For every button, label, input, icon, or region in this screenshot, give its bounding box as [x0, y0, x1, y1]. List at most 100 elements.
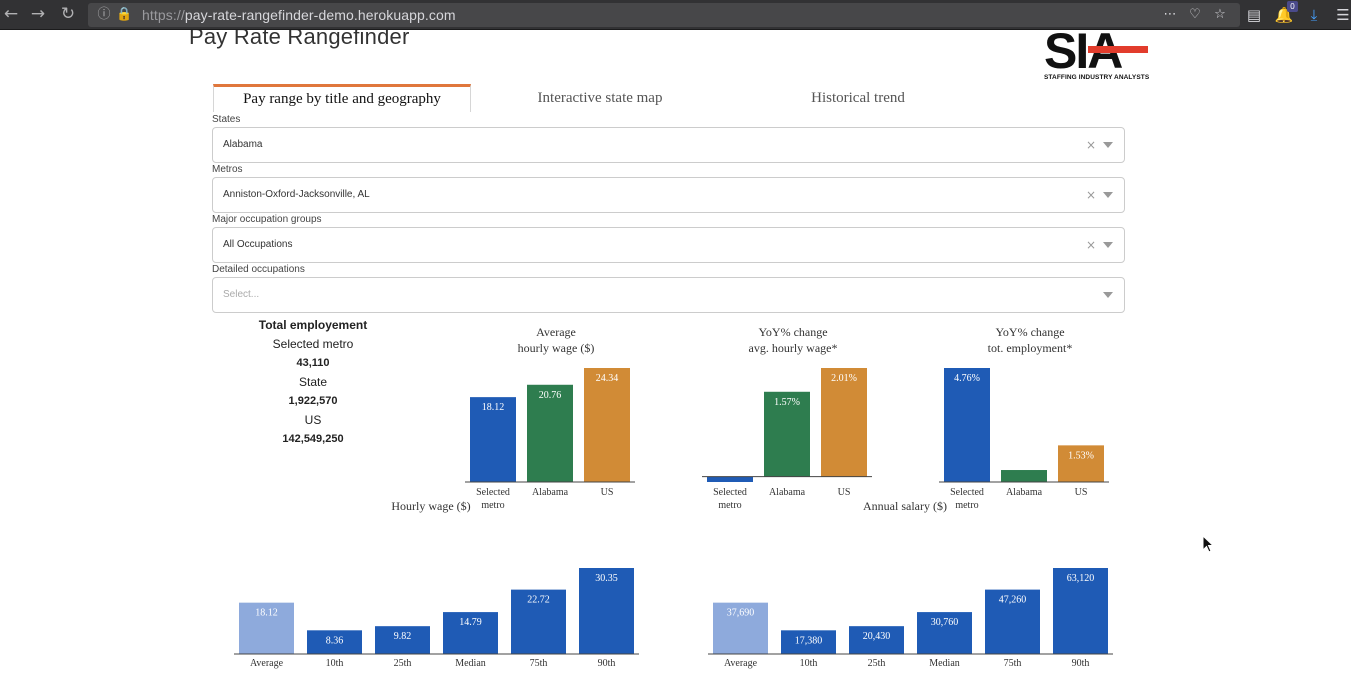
- us-value: 142,549,250: [282, 433, 344, 445]
- clear-icon[interactable]: ×: [1085, 238, 1096, 252]
- metros-select[interactable]: Anniston-Oxford-Jacksonville, AL ×: [212, 177, 1125, 213]
- annual-dist-bar: [781, 630, 836, 654]
- yoy-wage-title: YoY% change: [758, 325, 827, 339]
- hourly-dist-data-label: 8.36: [326, 635, 344, 646]
- hourly-dist-category-label: Median: [455, 658, 486, 669]
- address-bar[interactable]: ⓘ 🔒 https://pay-rate-rangefinder-demo.he…: [88, 3, 1240, 27]
- chevron-down-icon[interactable]: [1103, 192, 1113, 198]
- avg-wage-bar: [584, 368, 630, 482]
- annual-dist-bar: [917, 612, 972, 654]
- chevron-down-icon[interactable]: [1103, 142, 1113, 148]
- annual-dist-data-label: 17,380: [795, 635, 823, 646]
- yoy-emp-category-label: Alabama: [1006, 487, 1043, 498]
- back-icon[interactable]: ←: [3, 4, 19, 24]
- hourly-dist-category-label: 90th: [598, 658, 616, 669]
- states-value: Alabama: [223, 139, 263, 150]
- clear-icon[interactable]: ×: [1085, 188, 1096, 202]
- chevron-down-icon[interactable]: [1103, 292, 1113, 298]
- annual-dist-data-label: 47,260: [999, 595, 1027, 606]
- yoy-wage-category-label: US: [838, 487, 851, 498]
- avg-wage-chart: Average hourly wage ($) 18.12 Selected metro…: [440, 324, 670, 511]
- annual-dist-title: Annual salary ($): [863, 499, 947, 513]
- hourly-dist-data-label: 30.35: [595, 573, 618, 584]
- tab-state-map[interactable]: Interactive state map: [537, 90, 663, 106]
- annual-dist-data-label: 20,430: [863, 631, 891, 642]
- yoy-emp-category-label: Selected: [950, 487, 984, 498]
- forward-icon[interactable]: →: [30, 4, 46, 24]
- mouse-cursor-icon: [1202, 535, 1214, 553]
- yoy-wage-category-label: metro: [718, 500, 741, 511]
- annual-dist-bar: [985, 589, 1040, 654]
- yoy-wage-data-label: 1.57%: [774, 397, 800, 408]
- annual-dist-chart: Annual salary ($) 37,690 Average 17,380 10th…: [704, 496, 1124, 681]
- annual-dist-data-label: 37,690: [727, 608, 755, 619]
- hourly-dist-chart: Hourly wage ($) 18.12 Average 8.36 10th 9.82 2…: [230, 496, 650, 681]
- annual-dist-svg: Annual salary ($) 37,690 Average 17,380 10th…: [708, 499, 1113, 669]
- avg-wage-data-label: 20.76: [539, 390, 562, 401]
- employment-title: Total employement: [258, 318, 368, 332]
- page-title: Pay Rate Rangefinder: [189, 30, 410, 49]
- state-value: 1,922,570: [288, 395, 338, 407]
- tab-pay-range[interactable]: Pay range by title and geography: [213, 84, 471, 112]
- info-icon[interactable]: ⓘ: [97, 7, 111, 22]
- states-select[interactable]: Alabama ×: [212, 127, 1125, 163]
- hourly-dist-bar: [239, 602, 294, 654]
- yoy-wage-category-label: Alabama: [769, 487, 806, 498]
- yoy-emp-svg: YoY% change tot. employment* 4.76% Selected…: [939, 325, 1109, 511]
- yoy-emp-data-label: 1.53%: [1068, 450, 1094, 461]
- annual-dist-data-label: 30,760: [931, 617, 959, 628]
- page-content: Pay Rate Rangefinder SIA STAFFING INDUST…: [0, 30, 1351, 686]
- hourly-dist-data-label: 9.82: [394, 631, 412, 642]
- avg-wage-title: hourly wage ($): [518, 341, 595, 355]
- detailed-select[interactable]: Select...: [212, 277, 1125, 313]
- avg-wage-category-label: metro: [481, 500, 504, 511]
- hourly-dist-category-label: 25th: [394, 658, 412, 669]
- annual-dist-category-label: 25th: [868, 658, 886, 669]
- hourly-dist-bar: [375, 626, 430, 654]
- yoy-emp-title: YoY% change: [995, 325, 1064, 339]
- avg-wage-bar: [527, 384, 573, 482]
- hourly-dist-data-label: 22.72: [527, 595, 550, 606]
- hourly-dist-title: Hourly wage ($): [391, 499, 470, 513]
- annual-dist-category-label: 75th: [1004, 658, 1022, 669]
- pocket-icon[interactable]: ♡: [1189, 7, 1201, 22]
- tab-historical-trend[interactable]: Historical trend: [811, 90, 905, 106]
- major-groups-select[interactable]: All Occupations ×: [212, 227, 1125, 263]
- hourly-dist-data-label: 18.12: [255, 608, 278, 619]
- hourly-dist-bar: [511, 589, 566, 654]
- logo-subtitle: STAFFING INDUSTRY ANALYSTS: [1044, 74, 1150, 81]
- yoy-wage-title: avg. hourly wage*: [749, 341, 838, 355]
- hourly-dist-bar: [443, 612, 498, 654]
- menu-icon[interactable]: ☰: [1336, 6, 1350, 24]
- yoy-emp-chart: YoY% change tot. employment* 4.76% Selected…: [914, 324, 1144, 511]
- detailed-placeholder: Select...: [223, 289, 260, 300]
- bookmark-star-icon[interactable]: ☆: [1214, 7, 1226, 22]
- lock-icon[interactable]: 🔒: [116, 7, 133, 22]
- avg-wage-data-label: 18.12: [482, 402, 505, 413]
- avg-wage-category-label: US: [601, 487, 614, 498]
- yoy-emp-title: tot. employment*: [988, 341, 1073, 355]
- notification-badge: 0: [1287, 1, 1298, 12]
- avg-wage-category-label: Alabama: [532, 487, 569, 498]
- extension-icon[interactable]: ▤: [1246, 6, 1262, 24]
- page-actions-icon[interactable]: ⋯: [1163, 7, 1177, 22]
- reload-icon[interactable]: ↻: [60, 4, 76, 24]
- state-label: State: [298, 375, 328, 389]
- tab-bar: Pay range by title and geography Interac…: [213, 84, 987, 112]
- yoy-emp-category-label: US: [1075, 487, 1088, 498]
- major-groups-value: All Occupations: [223, 239, 293, 250]
- clear-icon[interactable]: ×: [1085, 138, 1096, 152]
- chevron-down-icon[interactable]: [1103, 242, 1113, 248]
- yoy-emp-data-label: 4.76%: [954, 373, 980, 384]
- hourly-dist-category-label: Average: [250, 658, 284, 669]
- metros-label: Metros: [212, 164, 243, 175]
- logo-letters: SIA: [1044, 30, 1123, 79]
- detailed-label: Detailed occupations: [212, 264, 305, 275]
- states-label: States: [212, 114, 241, 125]
- logo-red-bar: [1088, 46, 1148, 53]
- download-icon[interactable]: ⤓: [1310, 6, 1318, 24]
- us-label: US: [304, 413, 322, 427]
- sia-logo: SIA STAFFING INDUSTRY ANALYSTS: [1044, 30, 1150, 88]
- avg-wage-svg: Average hourly wage ($) 18.12 Selected metro…: [465, 325, 635, 511]
- yoy-emp-bar: [944, 368, 990, 482]
